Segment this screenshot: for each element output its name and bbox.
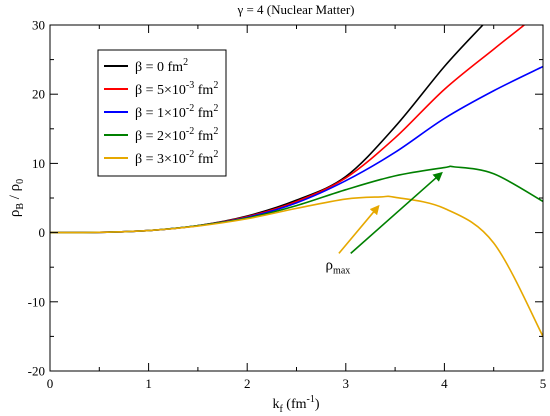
annotation-arrow-0	[338, 204, 380, 254]
y-axis-label-b: ρ	[7, 184, 23, 192]
x-tick-label: 0	[47, 376, 54, 391]
x-tick-label: 4	[441, 376, 448, 391]
x-axis-label-rest: (fm	[283, 397, 307, 412]
y-axis-label-slash: /	[7, 191, 23, 203]
y-tick-label: -20	[28, 364, 45, 379]
legend: β = 0 fm2 β = 5×10-3 fm2 β = 1×10-2 fm2 β =…	[97, 49, 227, 177]
legend-label-4: β = 3×10-2 fm2	[135, 149, 218, 167]
x-axis-label-end: )	[315, 397, 320, 412]
legend-label-0: β = 0 fm2	[135, 57, 188, 75]
y-tick-label: 20	[32, 87, 45, 102]
annotation-label: ρmax	[326, 257, 351, 276]
x-axis-label: kf (fm-1)	[272, 394, 319, 415]
y-tick-label: 10	[32, 156, 45, 171]
y-tick-label: 0	[39, 225, 46, 240]
x-axis-label-main: k	[272, 397, 279, 412]
legend-label-3: β = 2×10-2 fm2	[135, 126, 218, 144]
y-axis-label-a-sub: B	[15, 203, 26, 210]
x-tick-label: 2	[244, 376, 251, 391]
x-axis-label-sub: f	[279, 404, 283, 415]
x-tick-label: 1	[145, 376, 152, 391]
rho-max-annotation: ρmax	[326, 171, 443, 276]
y-tick-label: 30	[32, 18, 45, 33]
y-tick-label: -10	[28, 294, 45, 309]
x-axis-label-sup: -1	[307, 394, 315, 405]
y-axis-label: ρB / ρ0	[7, 179, 26, 217]
series-line-4	[50, 195, 543, 337]
legend-label-1: β = 5×10-3 fm2	[135, 80, 218, 98]
y-axis-label-a: ρ	[7, 210, 23, 218]
x-axis: 0 1 2 3 4 5	[47, 25, 547, 391]
x-tick-label: 5	[540, 376, 547, 391]
plot-area	[50, 25, 543, 337]
y-axis: -20 -10 0 10 20 30	[28, 18, 543, 379]
x-tick-label: 3	[343, 376, 350, 391]
chart-title: γ = 4 (Nuclear Matter)	[236, 2, 354, 17]
y-axis-label-b-sub: 0	[15, 179, 26, 184]
annotation-arrow-1	[350, 171, 443, 254]
legend-label-2: β = 1×10-2 fm2	[135, 103, 218, 121]
